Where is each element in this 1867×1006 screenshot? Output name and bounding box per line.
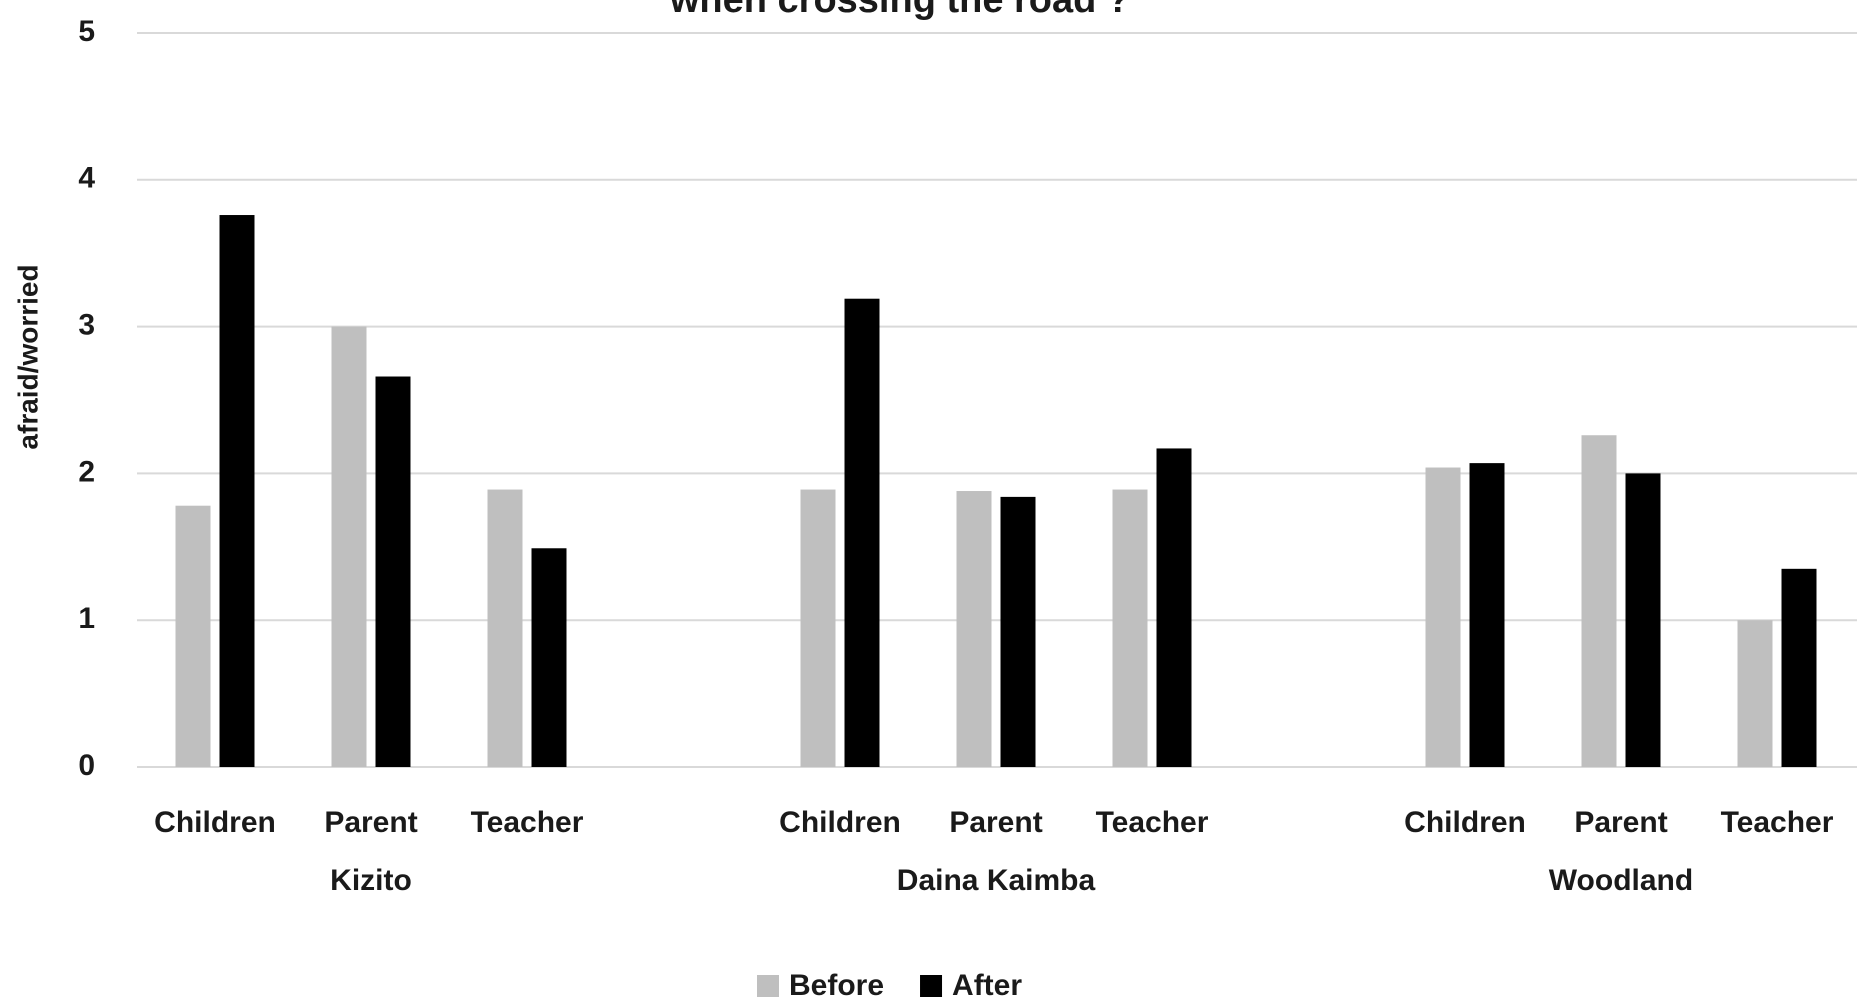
chart-title: when crossing the road ? [669,0,1130,21]
bar [1000,496,1036,767]
bar [1625,473,1661,767]
group-label: Daina Kaimba [897,864,1096,897]
bar [1156,448,1192,767]
legend-swatch [920,975,943,997]
x-tick-label: Teacher [471,806,584,839]
x-tick-label: Teacher [1721,806,1834,839]
x-tick-label: Children [154,806,276,839]
bar [1781,568,1817,767]
legend-label: After [952,969,1022,1002]
x-tick-label: Parent [324,806,417,839]
y-tick-label: 5 [78,15,95,48]
bar [375,376,411,767]
y-tick-label: 0 [78,749,95,782]
bar [800,489,836,767]
y-tick-label: 4 [78,162,95,195]
bar [331,326,367,767]
bar [219,215,255,768]
bar [1425,467,1461,767]
legend-swatch [757,975,779,997]
group-label: Kizito [330,864,412,897]
bar [956,491,992,767]
bar [1737,620,1773,767]
bar [844,298,880,767]
x-tick-label: Parent [1574,806,1667,839]
x-tick-label: Children [1404,806,1526,839]
x-tick-label: Teacher [1096,806,1209,839]
bar [531,548,567,767]
x-tick-label: Children [779,806,901,839]
bar [175,505,211,767]
x-tick-label: Parent [949,806,1042,839]
y-tick-label: 1 [78,602,95,635]
bar [1581,435,1617,767]
y-axis-title: afraid/worried [12,264,43,449]
bar [1469,463,1505,767]
bar [487,489,523,767]
y-tick-label: 3 [78,309,95,342]
legend-label: Before [789,969,884,1002]
group-label: Woodland [1549,864,1693,897]
y-tick-label: 2 [78,455,95,488]
bar [1112,489,1148,767]
